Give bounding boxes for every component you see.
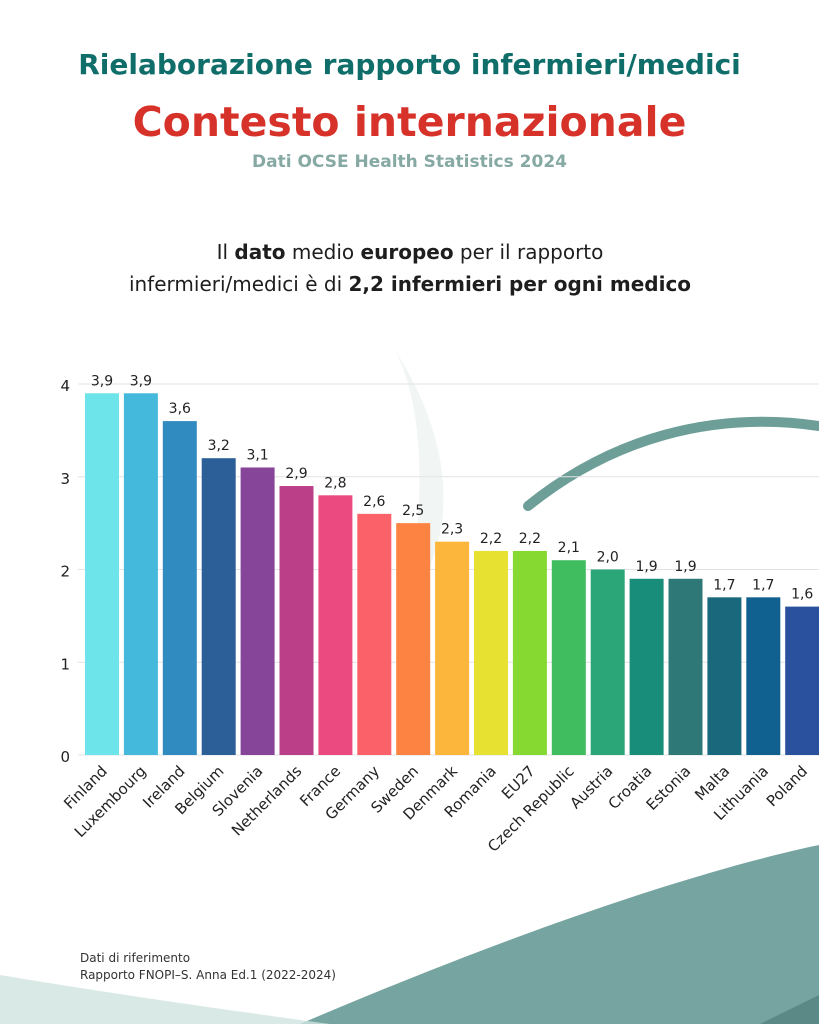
bar-poland xyxy=(785,606,819,755)
bar-value-label: 1,9 xyxy=(635,559,657,575)
bar-romania xyxy=(474,550,508,755)
bar-lithuania xyxy=(746,597,781,755)
data-source-line: Dati OCSE Health Statistics 2024 xyxy=(252,152,567,172)
bar-value-label: 3,6 xyxy=(169,401,191,417)
y-tick-label: 3 xyxy=(60,470,70,488)
summary-text-part: infermieri/medici è di xyxy=(128,272,349,296)
bar-eu27 xyxy=(512,550,547,755)
summary-text-part: Il xyxy=(216,240,235,264)
bar-value-label: 2,9 xyxy=(285,466,307,482)
bar-ireland xyxy=(162,421,197,755)
bar-value-label: 2,0 xyxy=(597,550,619,566)
bar-value-label: 2,6 xyxy=(363,494,385,510)
bar-austria xyxy=(590,569,625,755)
bar-value-label: 3,2 xyxy=(208,438,230,454)
bar-value-label: 2,3 xyxy=(441,522,463,538)
bar-belgium xyxy=(201,458,236,755)
bar-value-label: 1,7 xyxy=(713,577,735,593)
summary-text: Il dato medio europeo per il rapporto in… xyxy=(60,236,760,300)
summary-line-2: infermieri/medici è di 2,2 infermieri pe… xyxy=(60,268,760,300)
bar-sweden xyxy=(396,523,431,755)
page-title: Rielaborazione rapporto infermieri/medic… xyxy=(78,48,741,81)
bar-value-label: 3,9 xyxy=(91,373,113,389)
bar-czech-republic xyxy=(551,560,586,755)
bar-estonia xyxy=(668,578,703,755)
bar-value-label: 2,2 xyxy=(480,531,502,547)
y-tick-label: 2 xyxy=(60,563,70,581)
bar-value-label: 2,1 xyxy=(558,540,580,556)
y-tick-label: 1 xyxy=(60,655,70,673)
summary-bold-dato: dato xyxy=(234,240,286,264)
page-subtitle: Contesto internazionale xyxy=(132,98,687,146)
x-tick-label: Poland xyxy=(763,762,811,810)
y-tick-label: 0 xyxy=(60,748,70,766)
bar-malta xyxy=(707,597,742,755)
bar-value-label: 2,2 xyxy=(519,531,541,547)
bar-value-label: 3,1 xyxy=(246,447,268,463)
bar-denmark xyxy=(435,541,470,755)
bar-value-label: 3,9 xyxy=(130,373,152,389)
bar-value-label: 2,5 xyxy=(402,503,424,519)
summary-text-part: per il rapporto xyxy=(453,240,604,264)
bar-netherlands xyxy=(279,486,314,755)
footer-line-2: Rapporto FNOPI–S. Anna Ed.1 (2022-2024) xyxy=(80,968,336,982)
summary-bold-europeo: europeo xyxy=(360,240,454,264)
footer-line-1: Dati di riferimento xyxy=(80,951,191,965)
summary-line-1: Il dato medio europeo per il rapporto xyxy=(60,236,760,268)
bar-value-label: 1,9 xyxy=(674,559,696,575)
bar-croatia xyxy=(629,578,664,755)
bar-germany xyxy=(357,513,392,755)
bar-luxembourg xyxy=(123,393,158,755)
bar-value-label: 1,7 xyxy=(752,577,774,593)
summary-text-part: medio xyxy=(285,240,361,264)
summary-bold-value: 2,2 infermieri per ogni medico xyxy=(348,272,692,296)
y-tick-label: 4 xyxy=(60,377,70,395)
bar-value-label: 1,6 xyxy=(791,587,813,603)
footer-source: Dati di riferimento Rapporto FNOPI–S. An… xyxy=(80,950,336,984)
bar-finland xyxy=(85,393,119,755)
bar-france xyxy=(318,495,353,755)
bar-slovenia xyxy=(240,467,275,755)
bar-value-label: 2,8 xyxy=(324,475,346,491)
